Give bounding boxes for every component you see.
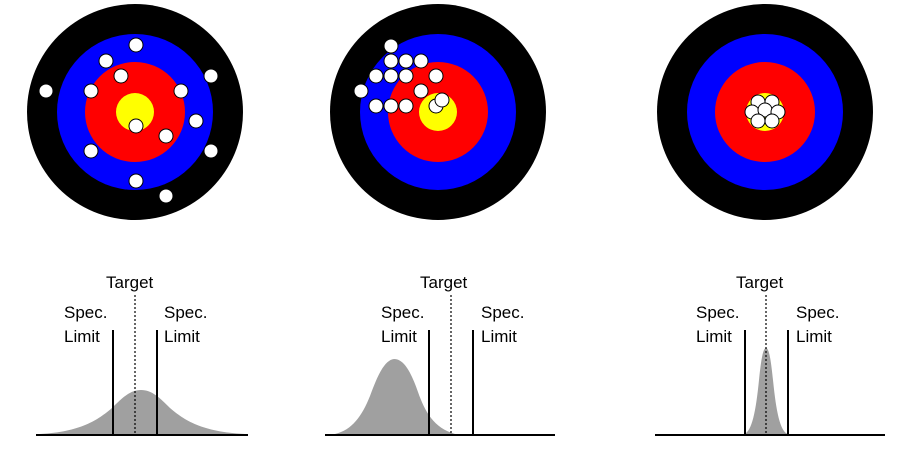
spec-limit-label-left-line2: Limit <box>696 327 732 346</box>
shot-hole <box>353 83 369 99</box>
panel-offset: Target Spec. Limit Spec. Limit <box>325 4 555 436</box>
shot-cluster <box>353 38 450 114</box>
shot-cluster <box>744 94 786 129</box>
spec-limit-label-left-line1: Spec. <box>64 303 107 322</box>
spec-limit-label-right-line2: Limit <box>481 327 517 346</box>
target-label: Target <box>420 273 468 292</box>
shot-hole <box>83 83 99 99</box>
shot-hole <box>764 113 780 129</box>
shot-hole <box>428 68 444 84</box>
shot-hole <box>98 53 114 69</box>
shot-cluster <box>38 37 219 204</box>
spec-limit-label-left-line1: Spec. <box>696 303 739 322</box>
distribution-plot: Target Spec. Limit Spec. Limit <box>36 273 248 436</box>
shot-hole <box>434 92 450 108</box>
shot-hole <box>383 68 399 84</box>
spec-limit-label-left-line2: Limit <box>381 327 417 346</box>
spec-limit-label-right-line1: Spec. <box>481 303 524 322</box>
shot-hole <box>158 128 174 144</box>
shot-hole <box>383 38 399 54</box>
distribution-plot: Target Spec. Limit Spec. Limit <box>325 273 555 436</box>
shot-hole <box>368 98 384 114</box>
spec-limit-label-right-line2: Limit <box>164 327 200 346</box>
panel-scattered: Target Spec. Limit Spec. Limit <box>27 4 248 436</box>
shot-hole <box>750 113 766 129</box>
shot-hole <box>398 98 414 114</box>
shot-hole <box>383 53 399 69</box>
shot-hole <box>383 98 399 114</box>
shot-hole <box>128 37 144 53</box>
distribution-plot: Target Spec. Limit Spec. Limit <box>655 273 885 436</box>
distribution-curve <box>335 359 455 434</box>
target-label: Target <box>736 273 784 292</box>
shot-hole <box>413 83 429 99</box>
spec-limit-label-right-line1: Spec. <box>164 303 207 322</box>
shot-hole <box>188 113 204 129</box>
spec-limit-label-left-line2: Limit <box>64 327 100 346</box>
shot-hole <box>38 83 54 99</box>
shot-hole <box>398 53 414 69</box>
shot-hole <box>413 53 429 69</box>
shot-hole <box>173 83 189 99</box>
target-label: Target <box>106 273 154 292</box>
spec-limit-label-right-line2: Limit <box>796 327 832 346</box>
panel-on-target: Target Spec. Limit Spec. Limit <box>655 4 885 436</box>
shot-hole <box>203 68 219 84</box>
target-bullseye <box>116 93 154 131</box>
shot-hole <box>203 143 219 159</box>
target-board <box>27 4 243 220</box>
shot-hole <box>398 68 414 84</box>
shot-hole <box>128 173 144 189</box>
shot-hole <box>128 118 144 134</box>
shot-hole <box>83 143 99 159</box>
spec-limit-label-right-line1: Spec. <box>796 303 839 322</box>
shot-hole <box>113 68 129 84</box>
spec-limit-label-left-line1: Spec. <box>381 303 424 322</box>
shot-hole <box>368 68 384 84</box>
shot-hole <box>158 188 174 204</box>
distribution-curve <box>40 390 245 434</box>
